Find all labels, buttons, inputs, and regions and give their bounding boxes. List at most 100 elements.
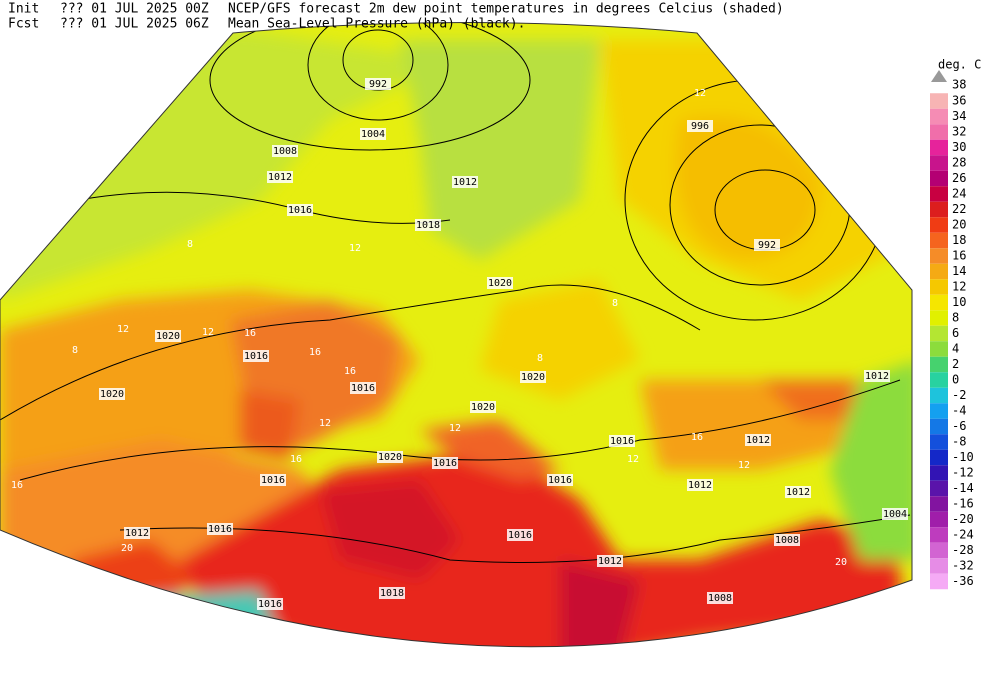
legend-swatch — [930, 263, 948, 280]
legend-label: 12 — [952, 280, 966, 294]
init-label: Init — [8, 2, 39, 17]
legend-swatch — [930, 558, 948, 574]
legend-label: 30 — [952, 140, 966, 154]
isobar-label-bg — [415, 219, 441, 231]
legend-label: -14 — [952, 481, 974, 495]
legend-swatch — [930, 356, 948, 373]
legend-label: -32 — [952, 559, 974, 573]
legend-swatch — [930, 248, 948, 264]
fcst-label: Fcst — [8, 17, 39, 32]
isobar-label-bg — [272, 145, 298, 157]
legend-swatch — [930, 542, 948, 559]
isobar-label: 1012 — [268, 172, 292, 183]
legend-swatch — [930, 93, 948, 109]
dewpoint-label: 20 — [121, 543, 133, 554]
legend-swatch — [930, 294, 948, 311]
isobar-label-bg — [207, 523, 233, 535]
isobar-label-bg — [432, 457, 458, 469]
legend-swatch — [930, 108, 948, 125]
legend-label: 26 — [952, 171, 966, 185]
dewpoint-label: 12 — [349, 243, 361, 254]
isobar-label: 1016 — [258, 599, 282, 610]
dewpoint-label: 12 — [694, 88, 706, 99]
isobar-label: 1020 — [378, 452, 402, 463]
isobar-label: 1012 — [688, 480, 712, 491]
dewpoint-label: 16 — [691, 432, 703, 443]
isobar-label: 1008 — [708, 593, 732, 604]
dewpoint-label: 16 — [344, 366, 356, 377]
legend-swatch — [930, 496, 948, 512]
legend-swatch — [930, 527, 948, 543]
dewpoint-label: 8 — [187, 239, 193, 250]
isobar-label-bg — [882, 508, 908, 520]
legend-swatch — [930, 434, 948, 450]
isobar-label-bg — [267, 171, 293, 183]
legend-label: 22 — [952, 202, 966, 216]
legend-swatch — [930, 403, 948, 419]
legend-swatch — [930, 465, 948, 481]
legend-label: 8 — [952, 311, 959, 325]
isobar-label: 1020 — [471, 402, 495, 413]
legend-label: 16 — [952, 249, 966, 263]
legend-label: -36 — [952, 574, 974, 588]
isobar-label: 1016 — [610, 436, 634, 447]
map-frame — [0, 22, 913, 648]
isobar-label-bg — [257, 598, 283, 610]
legend-label: -12 — [952, 466, 974, 480]
dewpoint-label: 16 — [309, 347, 321, 358]
legend-swatch — [930, 232, 948, 249]
isobar-label-bg — [609, 435, 635, 447]
dewpoint-label: 12 — [202, 327, 214, 338]
dewpoint-label: 8 — [72, 345, 78, 356]
legend-label: 10 — [952, 295, 966, 309]
legend-label: 28 — [952, 156, 966, 170]
isobar-label-bg — [745, 434, 771, 446]
isobar-label-bg — [597, 555, 623, 567]
dewpoint-label: 16 — [244, 328, 256, 339]
isobar-label: 1004 — [361, 129, 385, 140]
legend-label: -8 — [952, 435, 966, 449]
isobar-label: 1016 — [288, 205, 312, 216]
legend-swatch — [930, 418, 948, 435]
isobar-label: 1012 — [453, 177, 477, 188]
isobar-label: 1012 — [786, 487, 810, 498]
dewpoint-label: 8 — [612, 298, 618, 309]
dewpoint-label: 12 — [449, 423, 461, 434]
legend-swatch — [930, 341, 948, 357]
legend-label: -24 — [952, 528, 974, 542]
isobar-label: 1018 — [416, 220, 440, 231]
isobar-label: 1020 — [521, 372, 545, 383]
isobar-label: 1016 — [261, 475, 285, 486]
legend-unit: deg. C — [938, 58, 981, 72]
isobar-label-bg — [547, 474, 573, 486]
isobar-label: 1016 — [244, 351, 268, 362]
isobar-label-bg — [99, 388, 125, 400]
isobar-label: 1004 — [883, 509, 907, 520]
legend-label: 24 — [952, 187, 966, 201]
isobar-label-bg — [774, 534, 800, 546]
isobar-label-bg — [287, 204, 313, 216]
isobar-label: 1008 — [273, 146, 297, 157]
isobar-label-bg — [350, 382, 376, 394]
legend-label: -16 — [952, 497, 974, 511]
title-line1: NCEP/GFS forecast 2m dew point temperatu… — [228, 2, 784, 17]
dewpoint-label: 12 — [117, 324, 129, 335]
isobar-label: 1012 — [598, 556, 622, 567]
isobar-label: 996 — [691, 121, 709, 132]
legend-label: 34 — [952, 109, 966, 123]
legend-swatch — [930, 217, 948, 233]
legend-swatch — [930, 310, 948, 326]
dewpoint-label: 16 — [290, 454, 302, 465]
isobar-label: 1016 — [508, 530, 532, 541]
isobar-label: 1020 — [488, 278, 512, 289]
legend-label: -2 — [952, 388, 966, 402]
isobar-label-bg — [687, 120, 713, 132]
isobar-label: 992 — [758, 240, 776, 251]
legend-label: -28 — [952, 543, 974, 557]
fcst-time: ??? 01 JUL 2025 06Z — [60, 17, 209, 32]
legend-swatch — [930, 279, 948, 295]
isobar-label: 1020 — [100, 389, 124, 400]
legend-label: 36 — [952, 94, 966, 108]
legend-top-label: 38 — [952, 78, 966, 92]
isobar-label-bg — [155, 330, 181, 342]
